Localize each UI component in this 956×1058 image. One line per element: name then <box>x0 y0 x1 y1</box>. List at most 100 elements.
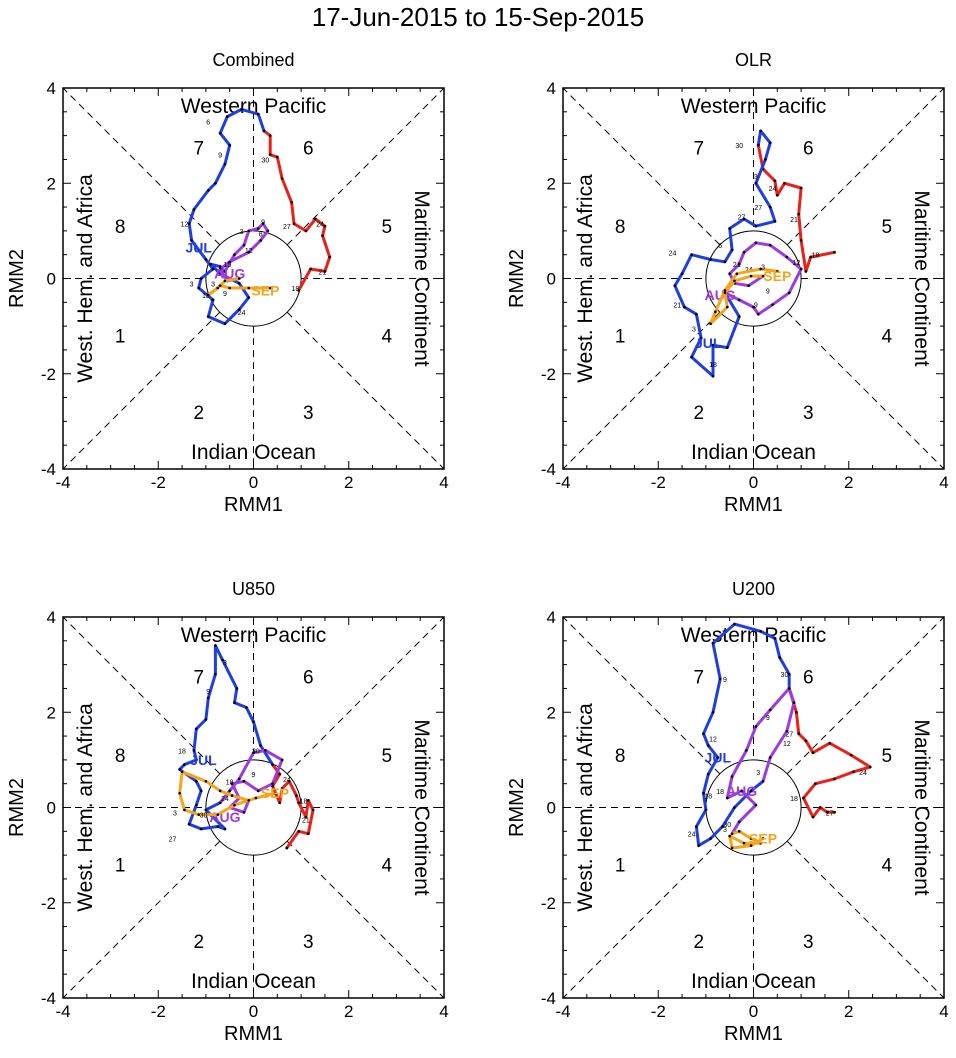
panel-title: U200 <box>732 579 775 599</box>
x-tick-label: 4 <box>939 473 948 492</box>
region-label-left: West. Hem. and Africa <box>574 174 597 383</box>
y-tick-label: 4 <box>47 608 56 627</box>
day-label: 21 <box>319 269 327 276</box>
day-point <box>735 272 739 276</box>
x-tick-label: 0 <box>249 1002 258 1021</box>
day-point <box>228 789 231 793</box>
region-label-top: Western Pacific <box>681 95 827 118</box>
day-point <box>811 751 815 755</box>
day-point <box>259 239 262 242</box>
phase-number: 3 <box>303 403 314 424</box>
day-label: 3 <box>692 327 696 334</box>
day-point <box>204 780 208 783</box>
day-point <box>761 780 765 783</box>
x-axis-label: RMM1 <box>724 494 783 516</box>
day-label: 24 <box>316 222 324 229</box>
day-point <box>262 129 266 133</box>
day-point <box>237 777 241 781</box>
day-label: 24 <box>688 832 696 839</box>
day-point <box>271 763 274 766</box>
day-point <box>792 701 796 705</box>
day-point <box>737 830 741 833</box>
y-tick-label: 2 <box>547 174 556 193</box>
day-point <box>268 153 272 156</box>
day-point <box>754 241 758 245</box>
phase-number: 1 <box>115 327 126 348</box>
region-label-right: Maritime Continent <box>910 719 933 895</box>
day-point <box>187 222 191 226</box>
day-label: 6 <box>259 231 263 238</box>
dashed-diagonal-line <box>786 87 945 246</box>
day-point <box>745 749 748 752</box>
series-line-jun <box>787 686 872 819</box>
day-label: 30 <box>252 748 260 755</box>
day-point <box>730 832 734 835</box>
day-point <box>730 846 734 850</box>
day-point <box>214 644 217 647</box>
day-point <box>328 255 332 259</box>
day-point <box>264 749 267 752</box>
day-label: 24 <box>859 770 867 777</box>
day-point <box>285 846 289 850</box>
dashed-diagonal-line <box>562 616 721 775</box>
month-label-sep: SEP <box>251 282 279 298</box>
day-point <box>218 265 222 268</box>
day-point <box>235 687 239 690</box>
day-point <box>209 262 212 266</box>
day-point <box>290 201 293 204</box>
day-point <box>749 789 753 793</box>
day-point <box>183 808 186 812</box>
day-label: 18 <box>300 798 308 805</box>
day-point <box>742 841 746 845</box>
day-point <box>728 227 731 230</box>
day-point <box>749 844 753 847</box>
phase-number: 1 <box>615 327 626 348</box>
y-tick-label: 4 <box>47 79 56 98</box>
series-line-jun <box>262 129 332 292</box>
day-point <box>280 177 284 180</box>
day-label: 18 <box>292 286 300 293</box>
phase-number: 6 <box>803 139 814 160</box>
day-point <box>773 637 777 640</box>
day-point <box>754 803 758 807</box>
unit-circle <box>705 230 802 327</box>
day-point <box>218 267 222 271</box>
day-point <box>795 710 798 714</box>
day-point <box>690 355 693 359</box>
phase-number: 2 <box>193 403 204 424</box>
x-tick-label: -4 <box>55 473 70 492</box>
day-point <box>799 239 803 242</box>
day-label: 27 <box>826 810 834 817</box>
day-point <box>195 727 198 731</box>
day-label: 27 <box>169 836 177 843</box>
day-point <box>245 706 248 709</box>
phase-number: 4 <box>382 327 393 348</box>
day-label: 3 <box>761 265 765 272</box>
day-label: 3 <box>754 174 758 181</box>
day-point <box>199 277 203 280</box>
day-point <box>233 701 236 705</box>
day-point <box>754 725 758 728</box>
day-point <box>178 791 181 795</box>
day-point <box>199 827 203 831</box>
day-label: 30 <box>735 143 743 150</box>
day-point <box>726 796 729 800</box>
day-label: 30 <box>262 157 270 164</box>
day-point <box>768 756 772 759</box>
day-point <box>833 810 836 814</box>
day-point <box>259 744 262 747</box>
day-point <box>204 808 208 812</box>
x-tick-label: -2 <box>151 1002 166 1021</box>
region-label-top: Western Pacific <box>181 95 327 118</box>
day-point <box>680 272 684 276</box>
dashed-diagonal-line <box>62 87 221 246</box>
day-label: 21 <box>733 262 741 269</box>
day-point <box>271 782 274 785</box>
y-axis-label: RMM2 <box>6 249 28 308</box>
day-point <box>818 806 822 809</box>
phase-number: 7 <box>193 668 204 689</box>
day-point <box>737 298 741 302</box>
day-point <box>695 825 698 828</box>
